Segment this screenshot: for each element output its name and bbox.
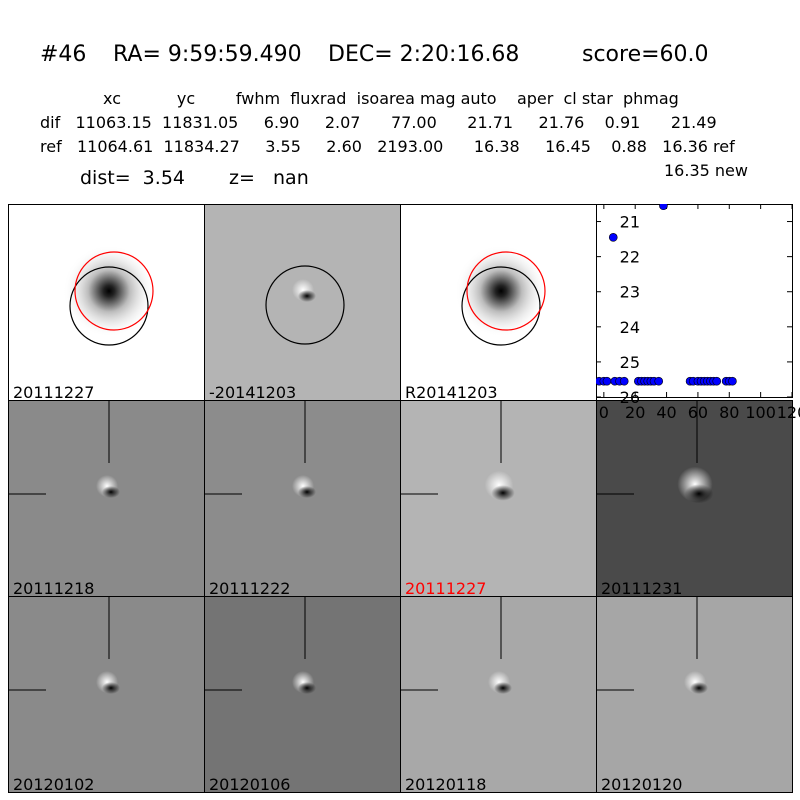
residual-negative (684, 484, 714, 504)
new-mag: 16.35 new (664, 161, 748, 180)
z-value: z= nan (229, 167, 309, 189)
stamp-image (597, 597, 708, 694)
stamp-panel: 20111227 (8, 204, 205, 401)
source-blob (455, 245, 547, 337)
residual-negative (690, 682, 708, 694)
red-aperture-circle (74, 251, 154, 331)
lightcurve-plot: 212223242526020406080100120 (594, 201, 800, 434)
stamp-date-label: 20111231 (601, 579, 683, 597)
data-point (659, 201, 668, 211)
ref-row: ref 11064.61 11834.27 3.55 2.60 2193.00 … (40, 137, 735, 156)
residual-negative (491, 485, 515, 501)
stamp-panel: 20120118 (400, 596, 597, 793)
data-point (712, 376, 722, 386)
dec-value: DEC= 2:20:16.68 (328, 42, 520, 67)
stamp-date-label: 20120118 (405, 775, 487, 793)
stamp-date-label: 20111218 (13, 579, 95, 597)
stamp-image (205, 401, 316, 498)
stamp-panel: 20111231 (596, 400, 793, 597)
y-tick-label: 22 (620, 248, 640, 267)
stamp-panel: R20141203 (400, 204, 597, 401)
stamp-date-label: 20111227 (405, 579, 487, 597)
stamp-date-label: 20120102 (13, 775, 95, 793)
residual-negative (298, 290, 316, 302)
black-aperture-circle (461, 266, 541, 346)
residual-negative (298, 682, 316, 694)
y-tick-label: 24 (620, 318, 640, 337)
data-point (654, 376, 664, 386)
residual-negative (494, 682, 512, 694)
x-tick-label: 40 (656, 403, 676, 422)
stamp-panel: 20111222 (204, 400, 401, 597)
stamp-image (205, 597, 316, 694)
stamp-panel: -20141203 (204, 204, 401, 401)
data-point (619, 376, 629, 386)
stamp-image (265, 265, 345, 345)
stamp-date-label: 20111222 (209, 579, 291, 597)
stamp-date-label: 20120120 (601, 775, 683, 793)
black-aperture-circle (265, 265, 345, 345)
stamp-image (401, 401, 515, 501)
stamp-date-label: 20111227 (13, 383, 95, 401)
ra-value: RA= 9:59:59.490 (113, 42, 302, 67)
stamp-image (597, 401, 714, 504)
stamp-image (9, 401, 120, 498)
x-tick-label: 100 (745, 403, 776, 422)
x-tick-label: 20 (625, 403, 645, 422)
data-point (728, 376, 737, 386)
data-point (602, 376, 612, 386)
residual-negative (102, 682, 120, 694)
stamp-date-label: 20120106 (209, 775, 291, 793)
residual-negative (102, 486, 120, 498)
stamp-date-label: -20141203 (209, 383, 297, 401)
column-headers: xc yc fwhm fluxrad isoarea mag auto aper… (103, 89, 679, 108)
candidate-id: #46 (40, 42, 87, 67)
y-tick-label: 25 (620, 353, 640, 372)
stamp-panel: 20111227 (400, 400, 597, 597)
y-tick-label: 23 (620, 283, 640, 302)
stamp-image (9, 597, 120, 694)
stamp-panel: 20111218 (8, 400, 205, 597)
stamp-image (455, 245, 547, 346)
x-tick-label: 120 (777, 403, 800, 422)
stamp-date-label: R20141203 (405, 383, 498, 401)
stamp-panel: 20120102 (8, 596, 205, 793)
dist-value: dist= 3.54 (80, 167, 185, 189)
x-tick-label: 60 (688, 403, 708, 422)
stamp-image (401, 597, 512, 694)
data-point (608, 233, 618, 242)
stamp-panel: 20120106 (204, 596, 401, 793)
red-aperture-circle (466, 251, 546, 331)
black-aperture-circle (69, 266, 149, 346)
plot-frame (596, 204, 793, 398)
dif-row: dif 11063.15 11831.05 6.90 2.07 77.00 21… (40, 113, 717, 132)
stamp-image (63, 245, 155, 346)
lightcurve-svg: 212223242526020406080100120 (594, 201, 800, 422)
score-value: score=60.0 (582, 42, 709, 67)
x-tick-label: 0 (599, 403, 609, 422)
x-tick-label: 80 (719, 403, 739, 422)
source-blob (63, 245, 155, 337)
stamp-panel: 20120120 (596, 596, 793, 793)
residual-negative (298, 486, 316, 498)
y-tick-label: 21 (620, 213, 640, 232)
